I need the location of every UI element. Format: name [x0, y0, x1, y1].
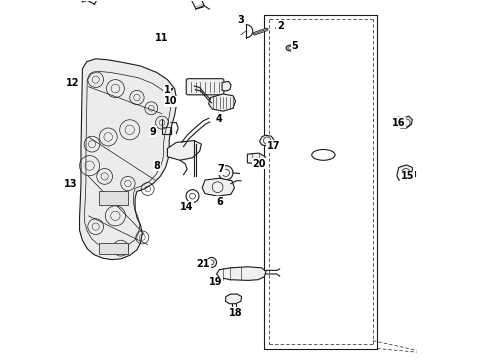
Polygon shape [80, 59, 177, 260]
Text: 9: 9 [149, 127, 156, 136]
Text: 21: 21 [196, 259, 209, 269]
Text: 17: 17 [266, 141, 279, 151]
Polygon shape [216, 267, 265, 280]
Ellipse shape [285, 45, 293, 51]
Circle shape [206, 257, 216, 267]
Text: 4: 4 [216, 114, 223, 124]
Polygon shape [396, 165, 411, 181]
Polygon shape [400, 116, 411, 128]
Text: 10: 10 [164, 96, 177, 106]
FancyBboxPatch shape [186, 79, 224, 95]
Circle shape [393, 117, 403, 127]
Polygon shape [208, 94, 235, 111]
Text: 13: 13 [64, 179, 77, 189]
Text: 6: 6 [216, 197, 223, 207]
Circle shape [218, 166, 233, 180]
Text: 8: 8 [153, 161, 160, 171]
Text: 2: 2 [276, 21, 283, 31]
FancyBboxPatch shape [99, 243, 128, 253]
Polygon shape [259, 135, 273, 146]
Text: 14: 14 [180, 202, 193, 212]
Text: 12: 12 [65, 78, 79, 88]
Text: 15: 15 [400, 171, 413, 181]
Text: 7: 7 [217, 164, 224, 174]
Text: 1: 1 [163, 85, 170, 95]
FancyBboxPatch shape [99, 191, 128, 205]
Polygon shape [222, 81, 230, 91]
Text: 5: 5 [291, 41, 298, 50]
Text: 20: 20 [252, 159, 265, 169]
Text: 16: 16 [391, 118, 405, 128]
Text: 18: 18 [228, 308, 242, 318]
Polygon shape [167, 140, 201, 160]
Polygon shape [247, 153, 265, 164]
Text: 19: 19 [209, 277, 222, 287]
Polygon shape [225, 294, 241, 304]
Text: 3: 3 [237, 15, 244, 26]
Text: 11: 11 [155, 33, 168, 43]
Polygon shape [162, 119, 171, 134]
Polygon shape [202, 178, 234, 196]
